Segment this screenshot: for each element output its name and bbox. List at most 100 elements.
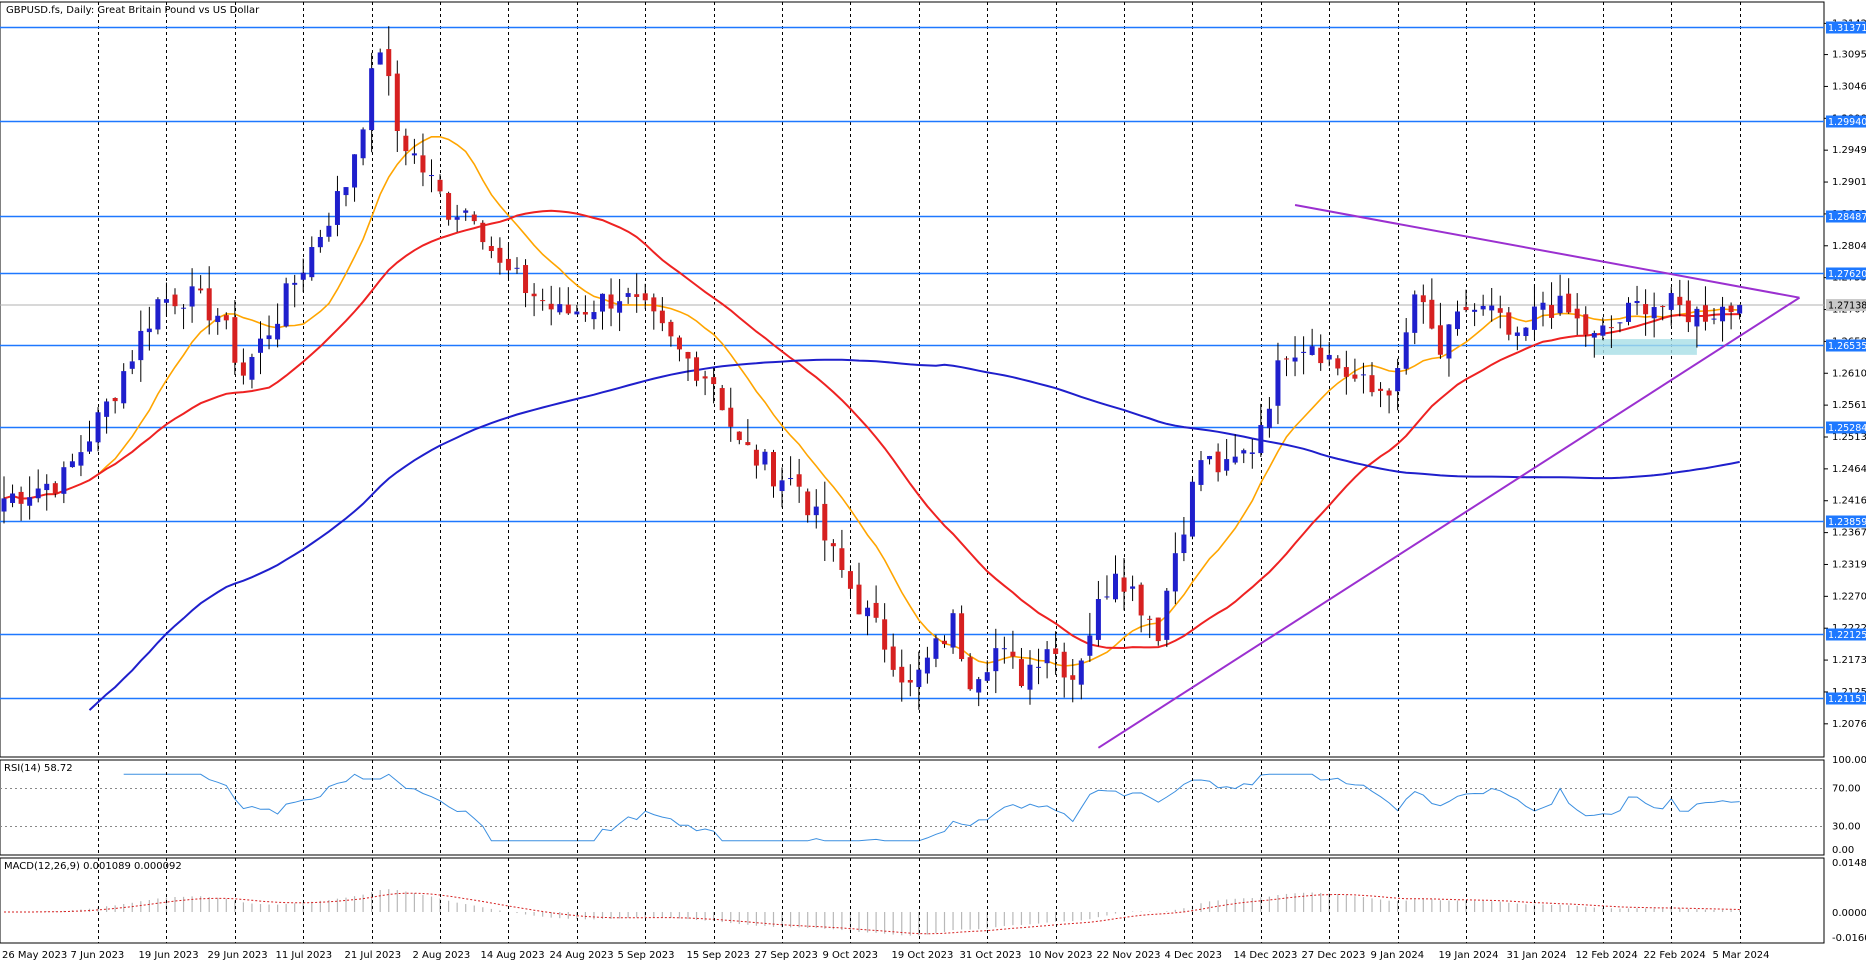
- level-labels: 1.31371 1.29940 1.28487 1.27620 1.26535 1.252…: [1826, 21, 1866, 705]
- price-tick-label: 1.24645: [1832, 464, 1866, 475]
- candle-body: [719, 388, 725, 411]
- candle-body: [87, 441, 92, 452]
- moving-average-line: [3, 209, 1740, 650]
- date-tick-label: 21 Jul 2023: [345, 950, 402, 961]
- candle-body: [1651, 307, 1657, 319]
- candle-body: [1130, 586, 1136, 589]
- date-tick-label: 19 Jan 2024: [1439, 950, 1499, 961]
- rsi-axis: 100.00 70.00 30.00 0.00: [1832, 755, 1866, 856]
- candle-body: [1403, 332, 1409, 369]
- candle-body: [591, 312, 597, 320]
- candle-body: [1540, 302, 1546, 310]
- candle-body: [1335, 358, 1341, 369]
- date-tick-label: 12 Feb 2024: [1576, 950, 1638, 961]
- candle-body: [1591, 332, 1597, 338]
- price-tick-label: 1.20765: [1832, 719, 1866, 730]
- candle-body: [35, 488, 41, 499]
- date-tick-label: 9 Oct 2023: [823, 950, 878, 961]
- candle-body: [600, 293, 605, 312]
- candle-body: [1053, 648, 1059, 654]
- candle-body: [1010, 651, 1016, 657]
- candle-body: [104, 401, 110, 417]
- candle-body: [1070, 675, 1076, 680]
- candle-body: [1643, 304, 1649, 315]
- candle-body: [779, 480, 785, 492]
- candle-body: [266, 335, 272, 340]
- candle-body: [386, 49, 392, 77]
- candle-body: [805, 491, 811, 516]
- candle-body: [394, 73, 400, 131]
- candle-body: [27, 497, 33, 506]
- candle-body: [762, 451, 768, 465]
- macd-panel: MACD(12,26,9) 0.001089 0.000092 0.014896…: [0, 857, 1866, 944]
- price-tick-label: 1.30950: [1832, 50, 1866, 61]
- candle-body: [899, 666, 905, 683]
- level-tag-label: 1.25284: [1828, 423, 1866, 434]
- candle-body: [1147, 618, 1153, 620]
- date-tick-label: 5 Sep 2023: [618, 950, 675, 961]
- trendline: [1294, 204, 1800, 299]
- candle-body: [18, 491, 24, 504]
- price-tick-label: 1.21250: [1832, 687, 1866, 698]
- candle-body: [625, 293, 631, 297]
- candle-body: [1549, 304, 1555, 318]
- candle-body: [531, 293, 537, 297]
- candle-body: [206, 288, 212, 321]
- candle-body: [540, 300, 546, 302]
- candle-body: [830, 543, 836, 547]
- candle-body: [1497, 308, 1503, 313]
- candle-body: [10, 493, 16, 503]
- candle-body: [497, 247, 503, 263]
- candle-body: [1360, 374, 1366, 376]
- candle-body: [873, 602, 879, 618]
- rsi-tick-label: 0.00: [1832, 845, 1854, 856]
- candle-body: [1309, 346, 1315, 355]
- rsi-tick-label: 100.00: [1832, 755, 1866, 766]
- price-tick-label: 1.24160: [1832, 496, 1866, 507]
- level-tag: [1826, 515, 1866, 528]
- candle-body: [181, 307, 187, 309]
- date-tick-label: 22 Feb 2024: [1644, 950, 1706, 961]
- candle-body: [112, 397, 118, 402]
- candle-body: [300, 272, 306, 280]
- candle-body: [1138, 584, 1144, 616]
- candle-body: [1249, 452, 1255, 454]
- candle-body: [847, 571, 853, 589]
- candle-body: [856, 584, 862, 615]
- candle-body: [557, 304, 563, 313]
- candle-body: [1155, 617, 1161, 642]
- candle-body: [1343, 367, 1349, 377]
- candle-body: [608, 294, 614, 309]
- candle-body: [634, 294, 640, 297]
- candle-body: [950, 613, 956, 648]
- candle-body: [1523, 327, 1529, 337]
- candle-body: [1121, 577, 1127, 592]
- last-price-tag: [1826, 299, 1866, 312]
- price-tick-label: 1.29495: [1832, 145, 1866, 156]
- candle-body: [771, 452, 776, 487]
- candle-body: [1531, 306, 1537, 330]
- candle-body: [377, 52, 383, 65]
- date-tick-label: 22 Nov 2023: [1097, 950, 1161, 961]
- macd-axis: 0.014896 0.000000 -0.016009: [1832, 858, 1866, 944]
- candle-body: [668, 321, 674, 337]
- candle-body: [890, 646, 896, 670]
- candle-body: [121, 371, 127, 404]
- level-tag: [1826, 339, 1866, 352]
- macd-tick-label: -0.016009: [1832, 933, 1866, 944]
- candle-body: [1318, 347, 1324, 364]
- level-tag-label: 1.21151: [1828, 694, 1866, 705]
- candle-body: [565, 304, 571, 314]
- candle-body: [1463, 307, 1469, 311]
- candle-body: [796, 474, 802, 487]
- candle-body: [326, 225, 332, 237]
- candle-body: [702, 376, 708, 379]
- level-tag-label: 1.26535: [1828, 341, 1866, 352]
- candle-body: [1566, 293, 1572, 313]
- candle-body: [685, 351, 691, 359]
- macd-signal-line: [4, 892, 1740, 935]
- candle-body: [1685, 300, 1691, 323]
- candle-body: [1634, 300, 1640, 304]
- candles: [1, 26, 1743, 710]
